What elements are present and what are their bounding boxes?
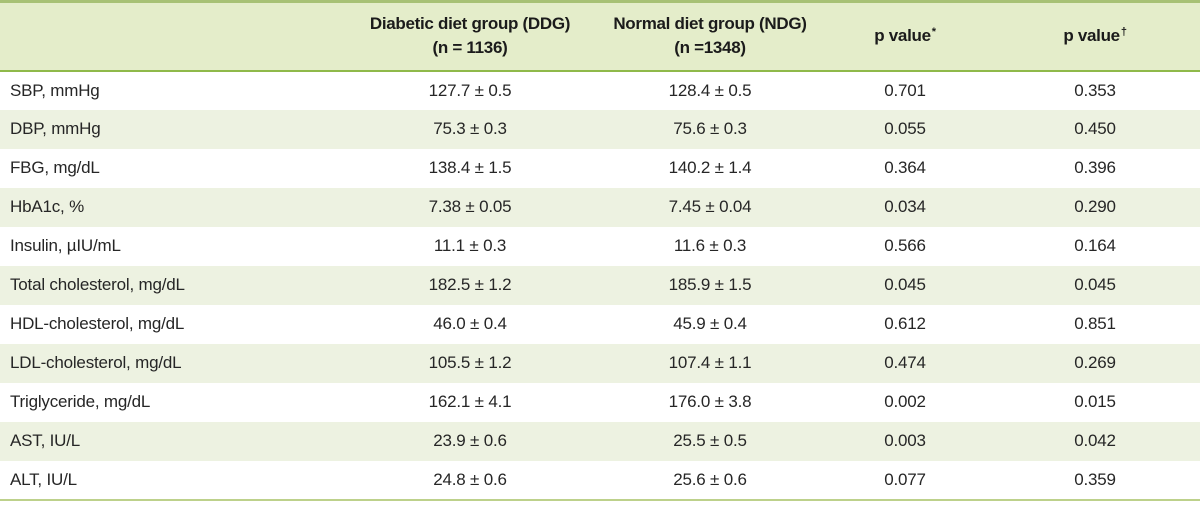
ndg-value: 45.9 ± 0.4 <box>673 314 747 333</box>
table-row-alt: ALT, IU/L 24.8 ± 0.6 25.6 ± 0.6 0.077 0.… <box>0 461 1200 500</box>
ddg-value: 11.1 ± 0.3 <box>433 236 507 255</box>
pvalue-2: 0.359 <box>1074 469 1116 489</box>
dagger-superscript: † <box>1120 25 1127 38</box>
pvalue-2: 0.851 <box>1074 314 1116 333</box>
row-label: Total cholesterol, mg/dL <box>10 275 185 294</box>
pvalue-2: 0.015 <box>1074 392 1116 411</box>
table-row-ldl-cholesterol: LDL-cholesterol, mg/dL 105.5 ± 1.2 107.4… <box>0 343 1200 383</box>
pvalue-1: 0.055 <box>884 119 926 138</box>
ndg-header-line1: Normal diet group (NDG) <box>613 13 807 33</box>
pvalue-2: 0.045 <box>1074 275 1116 294</box>
ddg-value: 23.9 ± 0.6 <box>433 431 507 450</box>
table-row-hba1c: HbA1c, % 7.38 ± 0.05 7.45 ± 0.04 0.034 0… <box>0 187 1200 227</box>
ddg-value: 75.3 ± 0.3 <box>433 119 507 138</box>
pvalue-1: 0.003 <box>884 431 926 450</box>
pvalue-1: 0.701 <box>884 80 926 100</box>
row-label: HDL-cholesterol, mg/dL <box>10 314 185 333</box>
pvalue-1: 0.002 <box>884 392 926 411</box>
column-header-variable <box>0 1 340 72</box>
ddg-value: 182.5 ± 1.2 <box>428 275 512 294</box>
ndg-value: 7.45 ± 0.04 <box>668 197 752 216</box>
ndg-header-line2: (n =1348) <box>674 38 746 58</box>
table-row-triglyceride: Triglyceride, mg/dL 162.1 ± 4.1 176.0 ± … <box>0 383 1200 422</box>
table-body: SBP, mmHg 127.7 ± 0.5 128.4 ± 0.5 0.701 … <box>0 71 1200 500</box>
pvalue1-label: p value <box>874 25 931 45</box>
row-label: SBP, mmHg <box>10 80 100 100</box>
ddg-value: 46.0 ± 0.4 <box>433 314 507 333</box>
column-header-ddg: Diabetic diet group (DDG) (n = 1136) <box>340 1 600 72</box>
row-label: Triglyceride, mg/dL <box>10 392 151 411</box>
ndg-value: 128.4 ± 0.5 <box>668 80 752 100</box>
pvalue-1: 0.612 <box>884 314 926 333</box>
table-row-sbp: SBP, mmHg 127.7 ± 0.5 128.4 ± 0.5 0.701 … <box>0 71 1200 110</box>
ddg-header-line1: Diabetic diet group (DDG) <box>369 13 571 33</box>
pvalue-1: 0.474 <box>884 353 926 372</box>
table-header: Diabetic diet group (DDG) (n = 1136) Nor… <box>0 1 1200 72</box>
row-label: LDL-cholesterol, mg/dL <box>10 353 182 372</box>
table-row-insulin: Insulin, µIU/mL 11.1 ± 0.3 11.6 ± 0.3 0.… <box>0 227 1200 266</box>
ndg-value: 25.6 ± 0.6 <box>673 469 747 489</box>
ndg-value: 75.6 ± 0.3 <box>673 119 747 138</box>
pvalue-1: 0.077 <box>884 469 926 489</box>
row-label: DBP, mmHg <box>10 119 101 138</box>
ndg-value: 176.0 ± 3.8 <box>668 392 752 411</box>
pvalue-2: 0.353 <box>1074 80 1116 100</box>
header-row: Diabetic diet group (DDG) (n = 1136) Nor… <box>0 1 1200 72</box>
ndg-value: 140.2 ± 1.4 <box>668 158 752 177</box>
ddg-value: 138.4 ± 1.5 <box>428 158 512 177</box>
pvalue-1: 0.364 <box>884 158 926 177</box>
row-label: Insulin, µIU/mL <box>10 236 121 255</box>
row-label: ALT, IU/L <box>10 469 77 489</box>
column-header-ndg: Normal diet group (NDG) (n =1348) <box>600 1 820 72</box>
ddg-value: 24.8 ± 0.6 <box>433 469 507 489</box>
ddg-value: 162.1 ± 4.1 <box>428 392 512 411</box>
asterisk-superscript: * <box>931 25 936 38</box>
row-label: FBG, mg/dL <box>10 158 100 177</box>
table-row-ast: AST, IU/L 23.9 ± 0.6 25.5 ± 0.5 0.003 0.… <box>0 421 1200 461</box>
pvalue-2: 0.269 <box>1074 353 1116 372</box>
column-header-pvalue-2: p value† <box>990 1 1200 72</box>
table-row-hdl-cholesterol: HDL-cholesterol, mg/dL 46.0 ± 0.4 45.9 ±… <box>0 305 1200 344</box>
pvalue-1: 0.566 <box>884 236 926 255</box>
ndg-value: 25.5 ± 0.5 <box>673 431 747 450</box>
pvalue-1: 0.034 <box>884 197 926 216</box>
row-label: AST, IU/L <box>10 431 81 450</box>
pvalue-1: 0.045 <box>884 275 926 294</box>
pvalue-2: 0.450 <box>1074 119 1116 138</box>
table-row-total-cholesterol: Total cholesterol, mg/dL 182.5 ± 1.2 185… <box>0 265 1200 305</box>
pvalue-2: 0.042 <box>1074 431 1116 450</box>
ddg-value: 105.5 ± 1.2 <box>428 353 512 372</box>
pvalue-2: 0.290 <box>1074 197 1116 216</box>
pvalue-2: 0.396 <box>1074 158 1116 177</box>
row-label: HbA1c, % <box>10 197 84 216</box>
pvalue2-label: p value <box>1063 25 1120 45</box>
table-row-fbg: FBG, mg/dL 138.4 ± 1.5 140.2 ± 1.4 0.364… <box>0 149 1200 188</box>
ddg-value: 7.38 ± 0.05 <box>428 197 512 216</box>
column-header-pvalue-1: p value* <box>820 1 990 72</box>
ndg-value: 185.9 ± 1.5 <box>668 275 752 294</box>
ndg-value: 11.6 ± 0.3 <box>673 236 747 255</box>
table-row-dbp: DBP, mmHg 75.3 ± 0.3 75.6 ± 0.3 0.055 0.… <box>0 109 1200 149</box>
ddg-value: 127.7 ± 0.5 <box>428 80 512 100</box>
ddg-header-line2: (n = 1136) <box>432 38 508 58</box>
pvalue-2: 0.164 <box>1074 236 1116 255</box>
ndg-value: 107.4 ± 1.1 <box>668 353 752 372</box>
